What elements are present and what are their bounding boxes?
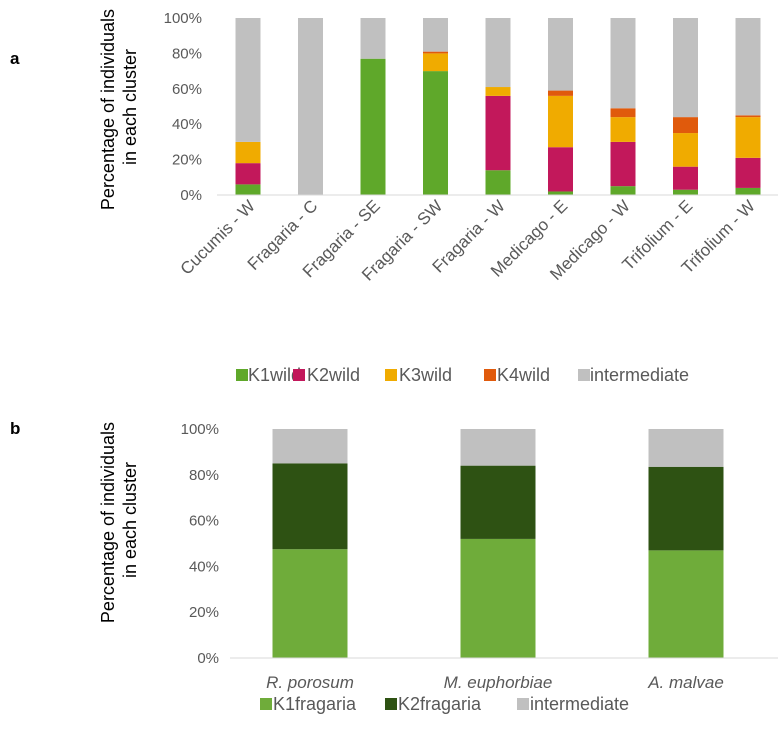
y-tick-label-60: 60% [172,81,202,98]
y-tick-label-0: 0% [180,187,202,204]
bar-segment-m-euphorbiae-k2fragaria [460,465,536,539]
bar-segment-a-malvae-k1fragaria [648,550,724,658]
bar-segment-fragaria-w-k1wild [485,170,511,195]
bar-segment-r-porosum-intermediate [272,429,348,464]
legend-label-k2fragaria: K2fragaria [398,694,482,714]
bar-segment-fragaria-w-k2wild [485,95,511,171]
bar-segment-fragaria-sw-k4wild [423,51,448,54]
legend-swatch-k2fragaria [385,698,397,710]
x-tick-labels-b: R. porosum M. euphorbiae A. malvae [266,673,724,692]
panel-label-b: b [10,419,20,438]
bar-segment-cucumis-w-k3wild [235,141,261,164]
panel-a: a Percentage of individuals in each clus… [10,4,778,385]
y-tick-label-40: 40% [189,558,219,575]
y-tick-label-80: 80% [172,45,202,62]
x-tick-label-r-porosum: R. porosum [266,673,354,692]
y-tick-label-40: 40% [172,116,202,133]
bar-segment-medicago-e-k4wild [548,90,573,96]
legend-label-k4wild: K4wild [497,365,550,385]
bar-segment-trifolium-e-k2wild [673,166,698,190]
bar-segment-fragaria-c-intermediate [298,18,323,195]
x-tick-label-a-malvae: A. malvae [647,673,724,692]
legend-b: K1fragaria K2fragaria intermediate [260,694,629,714]
y-tick-label-80: 80% [189,467,219,484]
y-tick-labels-b: 0% 20% 40% 60% 80% 100% [181,421,219,667]
bars-a [235,18,761,196]
bar-segment-trifolium-e-k1wild [673,189,698,195]
bar-segment-fragaria-w-k3wild [485,87,511,96]
legend-swatch-intermediate [578,369,590,381]
y-tick-label-100: 100% [164,10,202,27]
bar-segment-fragaria-sw-k3wild [423,53,448,72]
y-axis-label-line-2: in each cluster [120,49,140,165]
legend-label-intermediate: intermediate [530,694,629,714]
bar-segment-r-porosum-k1fragaria [272,549,348,658]
y-axis-label-a: Percentage of individuals in each cluste… [98,4,140,210]
x-tick-label-cucumis-w: Cucumis - W [177,196,259,278]
bar-segment-trifolium-w-intermediate [735,18,761,116]
bar-segment-medicago-e-k3wild [548,95,573,148]
legend-label-k2wild: K2wild [307,365,360,385]
y-axis-label-line-1: Percentage of individuals [98,9,118,210]
bar-segment-cucumis-w-k2wild [235,163,261,185]
legend-label-k1wild: K1wild [248,365,301,385]
bars-b [272,429,724,658]
x-tick-label-m-euphorbiae: M. euphorbiae [444,673,553,692]
bar-segment-trifolium-e-k4wild [673,117,698,134]
legend-swatch-k2wild [293,369,305,381]
bar-segment-medicago-w-intermediate [610,18,636,109]
bar-segment-fragaria-w-intermediate [485,18,511,88]
legend-swatch-intermediate [517,698,529,710]
bar-segment-cucumis-w-k1wild [235,184,261,195]
y-tick-label-100: 100% [181,421,219,438]
bar-segment-medicago-e-k2wild [548,147,573,192]
bar-segment-fragaria-sw-k1wild [423,71,448,195]
bar-segment-a-malvae-intermediate [648,429,724,467]
bar-segment-medicago-w-k1wild [610,186,636,195]
bar-segment-m-euphorbiae-k1fragaria [460,538,536,658]
bar-segment-r-porosum-k2fragaria [272,463,348,550]
y-axis-label-b: Percentage of individuals in each cluste… [98,417,140,623]
bar-segment-medicago-e-k1wild [548,191,573,195]
legend-label-intermediate: intermediate [590,365,689,385]
bar-segment-medicago-w-k2wild [610,141,636,187]
bar-segment-fragaria-se-k1wild [360,58,386,196]
bar-segment-trifolium-w-k2wild [735,157,761,188]
legend-swatch-k1fragaria [260,698,272,710]
legend-label-k3wild: K3wild [399,365,452,385]
bar-segment-medicago-w-k4wild [610,108,636,118]
y-axis-label-line-1: Percentage of individuals [98,422,118,623]
bar-segment-m-euphorbiae-intermediate [460,429,536,466]
y-axis-label-line-2: in each cluster [120,462,140,578]
panel-b: b Percentage of individuals in each clus… [10,417,778,714]
bar-segment-fragaria-se-intermediate [360,18,386,59]
y-tick-label-20: 20% [189,604,219,621]
bar-segment-trifolium-w-k1wild [735,187,761,195]
y-tick-label-20: 20% [172,152,202,169]
y-tick-label-0: 0% [197,650,219,667]
legend-swatch-k4wild [484,369,496,381]
legend-swatch-k1wild [236,369,248,381]
y-tick-label-60: 60% [189,513,219,530]
legend-label-k1fragaria: K1fragaria [273,694,357,714]
legend-swatch-k3wild [385,369,397,381]
bar-segment-cucumis-w-intermediate [235,18,261,142]
bar-segment-a-malvae-k2fragaria [648,466,724,551]
panel-label-a: a [10,49,20,68]
bar-segment-trifolium-w-k4wild [735,115,761,118]
bar-segment-fragaria-sw-intermediate [423,18,448,52]
legend-a: K1wild K2wild K3wild K4wild intermediate [236,365,689,385]
y-tick-labels-a: 0% 20% 40% 60% 80% 100% [164,10,202,204]
bar-segment-trifolium-e-k3wild [673,133,698,167]
bar-segment-medicago-w-k3wild [610,117,636,142]
bar-segment-trifolium-w-k3wild [735,117,761,158]
bar-segment-trifolium-e-intermediate [673,18,698,118]
bar-segment-medicago-e-intermediate [548,18,573,91]
